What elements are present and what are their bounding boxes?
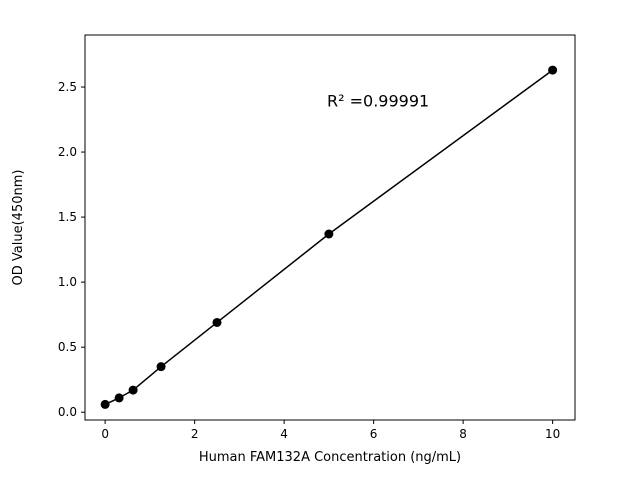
y-tick-label: 2.0 [58, 145, 77, 159]
y-tick-label: 2.5 [58, 80, 77, 94]
data-point [114, 393, 124, 403]
data-point [156, 362, 166, 372]
x-axis-label: Human FAM132A Concentration (ng/mL) [199, 450, 461, 465]
y-axis-label: OD Value(450nm) [11, 170, 26, 286]
y-tick-label: 0.5 [58, 340, 77, 354]
x-tick-label: 8 [459, 427, 467, 441]
x-tick-label: 4 [280, 427, 288, 441]
r-squared-annotation: R² =0.99991 [327, 92, 429, 111]
data-point [100, 399, 110, 409]
data-point [128, 385, 138, 395]
x-tick-label: 0 [101, 427, 109, 441]
x-tick-label: 10 [545, 427, 560, 441]
y-tick-label: 0.0 [58, 405, 77, 419]
plot-area [84, 34, 576, 421]
data-point [548, 65, 558, 75]
x-tick-label: 6 [370, 427, 378, 441]
data-point [324, 229, 334, 239]
y-tick-label: 1.5 [58, 210, 77, 224]
y-tick-label: 1.0 [58, 275, 77, 289]
x-tick-label: 2 [191, 427, 199, 441]
data-point [212, 317, 222, 327]
